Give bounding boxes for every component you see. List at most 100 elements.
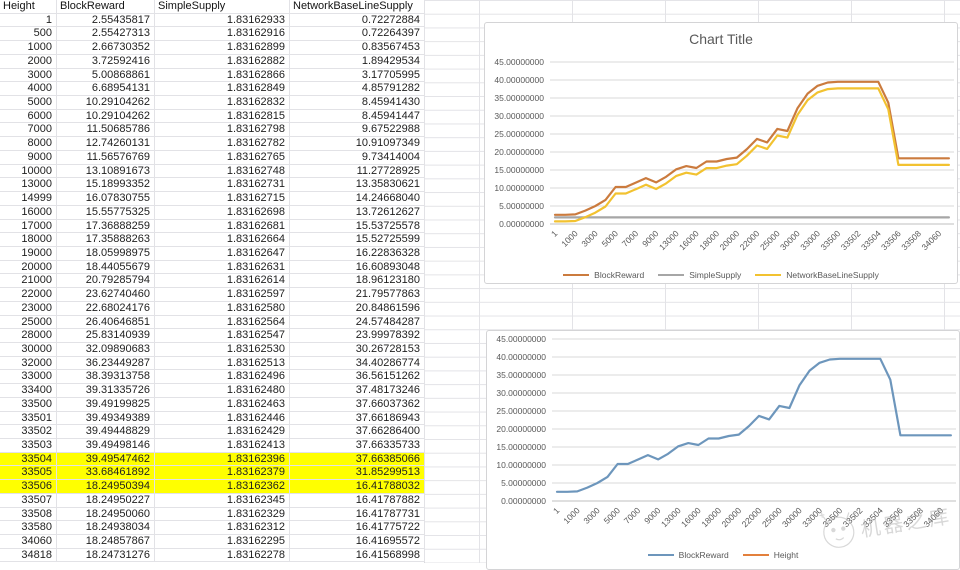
- value-cell[interactable]: 4.85791282: [290, 82, 425, 97]
- value-cell[interactable]: 1.83162849: [155, 82, 290, 97]
- value-cell[interactable]: 0.83567453: [290, 41, 425, 55]
- value-cell[interactable]: 0.72272884: [290, 13, 425, 28]
- value-cell[interactable]: 1.83162798: [155, 123, 290, 138]
- value-cell[interactable]: 1.83162866: [155, 68, 290, 83]
- value-cell[interactable]: 37.48173246: [290, 384, 425, 398]
- value-cell[interactable]: 38.39313758: [57, 370, 155, 385]
- value-cell[interactable]: 1.83162731: [155, 178, 290, 193]
- height-cell[interactable]: 21000: [0, 274, 57, 289]
- height-cell[interactable]: 20000: [0, 260, 57, 275]
- height-cell[interactable]: 33400: [0, 384, 57, 398]
- height-cell[interactable]: 7000: [0, 123, 57, 138]
- value-cell[interactable]: 21.79577863: [290, 288, 425, 302]
- value-cell[interactable]: 16.07830755: [57, 192, 155, 206]
- column-header[interactable]: BlockReward: [57, 0, 155, 14]
- value-cell[interactable]: 16.41788032: [290, 480, 425, 494]
- height-cell[interactable]: 5000: [0, 96, 57, 110]
- value-cell[interactable]: 39.49498146: [57, 439, 155, 453]
- value-cell[interactable]: 34.40286774: [290, 356, 425, 371]
- height-cell[interactable]: 34060: [0, 535, 57, 549]
- value-cell[interactable]: 1.83162463: [155, 397, 290, 412]
- value-cell[interactable]: 13.10891673: [57, 164, 155, 179]
- value-cell[interactable]: 30.26728153: [290, 342, 425, 357]
- value-cell[interactable]: 1.83162496: [155, 370, 290, 385]
- value-cell[interactable]: 37.66186943: [290, 411, 425, 426]
- value-cell[interactable]: 1.83162362: [155, 480, 290, 494]
- value-cell[interactable]: 1.83162429: [155, 425, 290, 439]
- height-cell[interactable]: 16000: [0, 205, 57, 220]
- value-cell[interactable]: 39.49448829: [57, 425, 155, 439]
- value-cell[interactable]: 2.55435817: [57, 13, 155, 28]
- value-cell[interactable]: 32.09890683: [57, 342, 155, 357]
- value-cell[interactable]: 1.83162530: [155, 342, 290, 357]
- value-cell[interactable]: 37.66286400: [290, 425, 425, 439]
- value-cell[interactable]: 1.83162748: [155, 164, 290, 179]
- value-cell[interactable]: 18.05998975: [57, 246, 155, 261]
- value-cell[interactable]: 16.22836328: [290, 246, 425, 261]
- value-cell[interactable]: 1.83162312: [155, 521, 290, 536]
- value-cell[interactable]: 1.83162631: [155, 260, 290, 275]
- value-cell[interactable]: 2.55427313: [57, 27, 155, 42]
- value-cell[interactable]: 18.24950060: [57, 507, 155, 522]
- value-cell[interactable]: 18.96123180: [290, 274, 425, 289]
- value-cell[interactable]: 14.24668040: [290, 192, 425, 206]
- value-cell[interactable]: 1.83162715: [155, 192, 290, 206]
- value-cell[interactable]: 33.68461892: [57, 466, 155, 481]
- height-cell[interactable]: 25000: [0, 315, 57, 330]
- height-cell[interactable]: 6000: [0, 109, 57, 124]
- value-cell[interactable]: 39.49547462: [57, 452, 155, 467]
- value-cell[interactable]: 1.83162278: [155, 548, 290, 563]
- value-cell[interactable]: 1.83162899: [155, 41, 290, 55]
- value-cell[interactable]: 25.83140939: [57, 329, 155, 343]
- value-cell[interactable]: 1.83162647: [155, 246, 290, 261]
- value-cell[interactable]: 1.83162413: [155, 439, 290, 453]
- value-cell[interactable]: 39.49349389: [57, 411, 155, 426]
- value-cell[interactable]: 1.83162513: [155, 356, 290, 371]
- value-cell[interactable]: 26.40646851: [57, 315, 155, 330]
- value-cell[interactable]: 1.83162698: [155, 205, 290, 220]
- value-cell[interactable]: 1.83162396: [155, 452, 290, 467]
- value-cell[interactable]: 1.83162379: [155, 466, 290, 481]
- value-cell[interactable]: 16.41775722: [290, 521, 425, 536]
- value-cell[interactable]: 1.83162664: [155, 233, 290, 247]
- value-cell[interactable]: 16.41787731: [290, 507, 425, 522]
- value-cell[interactable]: 10.91097349: [290, 137, 425, 151]
- value-cell[interactable]: 1.83162614: [155, 274, 290, 289]
- value-cell[interactable]: 13.72612627: [290, 205, 425, 220]
- value-cell[interactable]: 0.72264397: [290, 27, 425, 42]
- value-cell[interactable]: 8.45941447: [290, 109, 425, 124]
- height-cell[interactable]: 33000: [0, 370, 57, 385]
- value-cell[interactable]: 36.23449287: [57, 356, 155, 371]
- value-cell[interactable]: 18.24950394: [57, 480, 155, 494]
- value-cell[interactable]: 18.24857867: [57, 535, 155, 549]
- column-header[interactable]: Height: [0, 0, 57, 14]
- value-cell[interactable]: 10.29104262: [57, 109, 155, 124]
- height-cell[interactable]: 33500: [0, 397, 57, 412]
- height-cell[interactable]: 32000: [0, 356, 57, 371]
- height-cell[interactable]: 34818: [0, 548, 57, 563]
- value-cell[interactable]: 16.41787882: [290, 493, 425, 508]
- value-cell[interactable]: 23.62740460: [57, 288, 155, 302]
- chart-blockreward[interactable]: 0.00000000 5.00000000 10.00000000 15.000000…: [486, 330, 960, 570]
- value-cell[interactable]: 1.83162564: [155, 315, 290, 330]
- value-cell[interactable]: 22.68024176: [57, 301, 155, 316]
- value-cell[interactable]: 15.18993352: [57, 178, 155, 193]
- height-cell[interactable]: 33502: [0, 425, 57, 439]
- column-header[interactable]: SimpleSupply: [155, 0, 290, 14]
- height-cell[interactable]: 33506: [0, 480, 57, 494]
- value-cell[interactable]: 11.50685786: [57, 123, 155, 138]
- value-cell[interactable]: 1.83162480: [155, 384, 290, 398]
- height-cell[interactable]: 17000: [0, 219, 57, 234]
- chart-supply-comparison[interactable]: Chart Title 0.00000000 5.00000000 10.00000…: [484, 22, 958, 284]
- height-cell[interactable]: 19000: [0, 246, 57, 261]
- value-cell[interactable]: 18.24950227: [57, 493, 155, 508]
- value-cell[interactable]: 2.66730352: [57, 41, 155, 55]
- height-cell[interactable]: 33503: [0, 439, 57, 453]
- height-cell[interactable]: 23000: [0, 301, 57, 316]
- height-cell[interactable]: 1: [0, 13, 57, 28]
- value-cell[interactable]: 37.66385066: [290, 452, 425, 467]
- height-cell[interactable]: 33580: [0, 521, 57, 536]
- value-cell[interactable]: 1.89429534: [290, 54, 425, 69]
- height-cell[interactable]: 33508: [0, 507, 57, 522]
- value-cell[interactable]: 15.53725578: [290, 219, 425, 234]
